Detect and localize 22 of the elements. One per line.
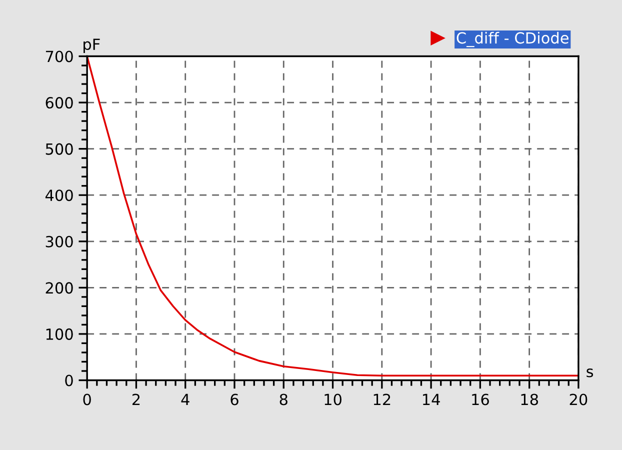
x-tick-label: 10 — [324, 394, 342, 406]
legend-label: C_diff - CDiode — [456, 32, 568, 48]
y-tick-label: 700 — [46, 50, 73, 62]
x-tick-label: 6 — [230, 394, 238, 406]
x-axis-title: s — [586, 368, 594, 378]
x-tick-label: 16 — [472, 394, 489, 406]
y-tick-label: 300 — [46, 236, 73, 248]
x-tick-label: 2 — [132, 394, 140, 406]
y-tick-label: 0 — [65, 374, 73, 386]
y-tick-label: 600 — [46, 97, 73, 109]
x-tick-label: 18 — [521, 394, 538, 406]
x-tick-label: 0 — [83, 394, 91, 406]
x-tick-label: 12 — [374, 394, 390, 406]
y-tick-label: 200 — [46, 282, 73, 294]
x-tick-label: 14 — [423, 394, 440, 406]
y-tick-label: 400 — [45, 190, 73, 202]
x-tick-label: 20 — [570, 394, 588, 406]
x-tick-label: 4 — [181, 394, 190, 406]
y-tick-label: 100 — [46, 328, 73, 340]
x-tick-label: 8 — [280, 394, 288, 406]
y-axis-title: pF — [84, 38, 100, 54]
y-tick-label: 500 — [46, 143, 73, 155]
